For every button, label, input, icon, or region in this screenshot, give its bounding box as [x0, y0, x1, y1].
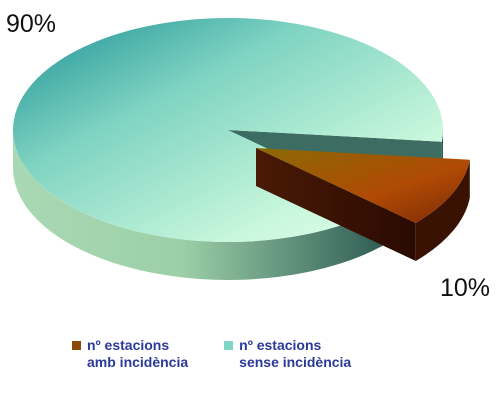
legend-swatch-teal [224, 341, 234, 350]
legend-item-sense-incidencia: nº estacions sense incidència [224, 337, 351, 371]
legend-label-sense-incidencia: nº estacions sense incidència [239, 337, 352, 370]
pie-slice-amb-incidencia-cut-face [256, 148, 416, 261]
data-label-amb-incidencia: 10% [440, 274, 490, 302]
data-label-sense-incidencia: 90% [6, 10, 56, 38]
legend-item-amb-incidencia: nº estacions amb incidència [72, 337, 188, 371]
legend-swatch-brown [72, 341, 81, 350]
pie-slice-amb-incidencia [256, 148, 470, 223]
pie-slice-sense-incidencia-side [13, 130, 388, 280]
legend: nº estacions amb incidència nº estacions… [72, 337, 351, 371]
legend-label-amb-incidencia: nº estacions amb incidència [87, 337, 189, 370]
pie-slice-amb-incidencia-side [415, 159, 470, 261]
